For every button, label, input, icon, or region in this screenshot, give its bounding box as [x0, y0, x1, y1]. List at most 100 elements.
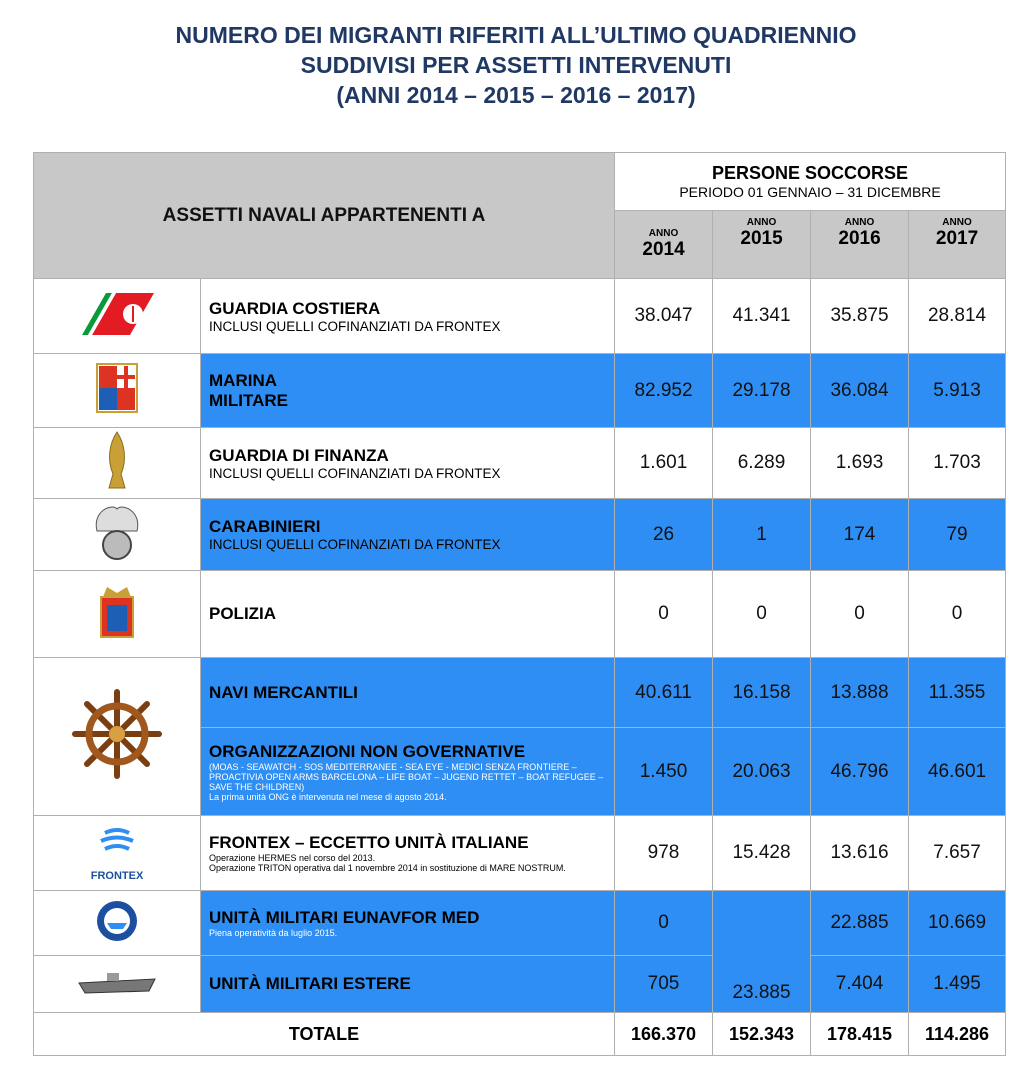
- header-group: PERSONE SOCCORSE PERIODO 01 GENNAIO – 31 …: [614, 152, 1007, 211]
- asset-name: ORGANIZZAZIONI NON GOVERNATIVE: [209, 741, 526, 761]
- data-row: FRONTEX FRONTEX – ECCETTO UNITÀ ITALIANE O…: [33, 815, 1007, 891]
- year-label: ANNO: [746, 217, 777, 228]
- row-name: GUARDIA COSTIERA INCLUSI QUELLI COFINANZI…: [199, 278, 616, 354]
- value: 20.063: [712, 727, 812, 816]
- row-name: CARABINIERI INCLUSI QUELLI COFINANZIATI D…: [199, 498, 616, 571]
- asset-note: INCLUSI QUELLI COFINANZIATI DA FRONTEX: [209, 465, 501, 481]
- title-line: (ANNI 2014 – 2015 – 2016 – 2017): [336, 82, 696, 108]
- asset-small-note: Piena operatività da luglio 2015.: [209, 928, 338, 938]
- asset-name: UNITÀ MILITARI ESTERE: [209, 974, 411, 993]
- row-name: FRONTEX – ECCETTO UNITÀ ITALIANE Operazio…: [199, 815, 616, 891]
- logo-text: FRONTEX: [90, 869, 144, 882]
- year: 2014: [642, 239, 685, 260]
- row-name: POLIZIA: [199, 570, 616, 658]
- value: 29.178: [712, 353, 812, 428]
- data-row: ORGANIZZAZIONI NON GOVERNATIVE (MOAS - SE…: [34, 727, 1007, 816]
- value: 5.913: [908, 353, 1007, 428]
- value: 0: [614, 570, 714, 658]
- data-row: MARINA MILITARE 82.952 29.178 36.084 5.913: [33, 353, 1007, 428]
- value: 26: [614, 498, 714, 571]
- value: 1.450: [614, 727, 714, 816]
- title-line: NUMERO DEI MIGRANTI RIFERITI ALL’ULTIMO …: [175, 22, 857, 48]
- total-value: 166.370: [614, 1012, 714, 1056]
- year-row: ANNO 2014 ANNO 2015 ANNO 2016 ANNO 2017: [34, 210, 1007, 279]
- year-label: ANNO: [942, 217, 972, 228]
- asset-small-note: (MOAS - SEAWATCH - SOS MEDITERRANEE - SE…: [209, 761, 604, 792]
- value: 174: [810, 498, 910, 571]
- value: 7.657: [908, 815, 1007, 891]
- value: 10.669: [908, 890, 1007, 956]
- data-row: NAVI MERCANTILI 40.611 16.158 13.888 11.355: [33, 657, 1007, 816]
- icon: [33, 570, 201, 658]
- header-period: PERIODO 01 GENNAIO – 31 DICEMBRE: [679, 184, 941, 200]
- value: 16.158: [712, 657, 812, 728]
- year-header: ANNO 2015: [712, 210, 812, 279]
- value: 38.047: [614, 278, 714, 354]
- icon: [33, 657, 201, 816]
- icon: [33, 427, 201, 499]
- value: 23.885: [712, 890, 812, 1013]
- icon: [33, 278, 201, 354]
- year: 2015: [740, 228, 783, 249]
- value: 41.341: [712, 278, 812, 354]
- icon: [33, 353, 201, 428]
- header-left-text: ASSETTI NAVALI APPARTENENTI A: [162, 204, 486, 226]
- total-row: TOTALE 166.370 152.343 178.415 114.286: [32, 1012, 1007, 1056]
- value: 79: [908, 498, 1007, 571]
- data-row: GUARDIA DI FINANZA INCLUSI QUELLI COFINAN…: [33, 427, 1007, 499]
- header-left: ASSETTI NAVALI APPARTENENTI A: [32, 152, 616, 279]
- header-row: ASSETTI NAVALI APPARTENENTI A PERSONE SOC…: [32, 152, 1007, 279]
- total-label: TOTALE: [32, 1012, 616, 1056]
- value: 0: [908, 570, 1007, 658]
- table: ASSETTI NAVALI APPARTENENTI A PERSONE SOC…: [32, 152, 1007, 1056]
- year-label: ANNO: [844, 217, 875, 228]
- year: 2017: [935, 228, 979, 249]
- asset-name: UNITÀ MILITARI EUNAVFOR MED: [209, 908, 480, 927]
- value: 46.796: [810, 727, 910, 816]
- value: 705: [614, 955, 714, 1013]
- value: 0: [810, 570, 910, 658]
- asset-small-note: La prima unità ONG è intervenuta nel mes…: [209, 791, 447, 802]
- row-name: UNITÀ MILITARI ESTERE: [199, 955, 616, 1013]
- year-label: ANNO: [648, 228, 679, 239]
- value: 1: [712, 498, 812, 571]
- value: 46.601: [908, 727, 1007, 816]
- asset-name: POLIZIA: [209, 604, 277, 623]
- icon: [33, 890, 201, 956]
- value: 35.875: [810, 278, 910, 354]
- data-row: POLIZIA 0 0 0 0: [33, 570, 1007, 658]
- asset-name: NAVI MERCANTILI: [209, 682, 358, 702]
- year-header: ANNO 2014: [614, 210, 714, 279]
- title-line: SUDDIVISI PER ASSETTI INTERVENUTI: [300, 52, 732, 78]
- total-value: 114.286: [908, 1012, 1007, 1056]
- row-name: UNITÀ MILITARI EUNAVFOR MED Piena operati…: [199, 890, 616, 956]
- header-group-title: PERSONE SOCCORSE: [712, 163, 909, 183]
- total-value: 152.343: [712, 1012, 812, 1056]
- value: 11.355: [908, 657, 1007, 728]
- row-name: MARINA MILITARE: [199, 353, 616, 428]
- year-header: ANNO 2016: [810, 210, 910, 279]
- data-row: UNITÀ MILITARI EUNAVFOR MED Piena operati…: [33, 890, 1007, 1013]
- value: 36.084: [810, 353, 910, 428]
- value: 1.495: [908, 955, 1007, 1013]
- value: 0: [712, 570, 812, 658]
- value: 0: [614, 890, 714, 956]
- asset-name: CARABINIERI: [209, 517, 321, 536]
- row-name: NAVI MERCANTILI: [199, 657, 616, 728]
- year: 2016: [838, 228, 881, 249]
- row-name: ORGANIZZAZIONI NON GOVERNATIVE (MOAS - SE…: [199, 727, 616, 816]
- value: 28.814: [908, 278, 1007, 354]
- icon: FRONTEX: [33, 815, 201, 891]
- asset-name: GUARDIA COSTIERA: [209, 298, 381, 318]
- value: 7.404: [810, 955, 910, 1013]
- value: 6.289: [712, 427, 812, 499]
- value: 13.888: [810, 657, 910, 728]
- data-row: GUARDIA COSTIERA INCLUSI QUELLI COFINANZI…: [33, 278, 1007, 354]
- asset-note: INCLUSI QUELLI COFINANZIATI DA FRONTEX: [209, 537, 501, 552]
- asset-name: MARINA MILITARE: [209, 370, 289, 410]
- asset-small-note: Operazione HERMES nel corso del 2013.: [209, 853, 376, 863]
- value: 13.616: [810, 815, 910, 891]
- row-name: GUARDIA DI FINANZA INCLUSI QUELLI COFINAN…: [199, 427, 616, 499]
- value: 15.428: [712, 815, 812, 891]
- value: 1.601: [614, 427, 714, 499]
